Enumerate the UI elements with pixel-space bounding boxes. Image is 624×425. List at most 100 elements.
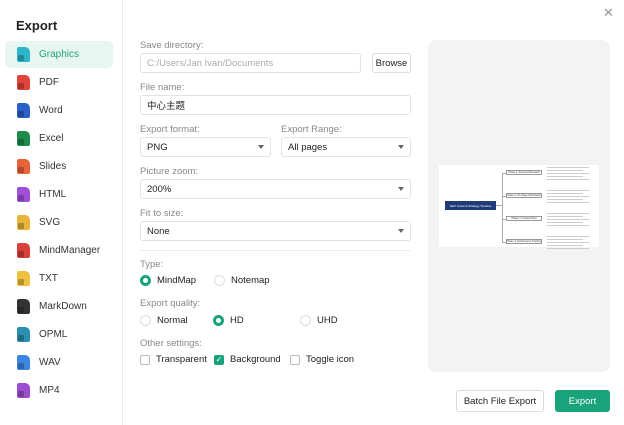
opml-file-icon: [17, 327, 30, 342]
quality-radio-normal[interactable]: Normal: [140, 315, 188, 326]
radio-icon: [300, 315, 311, 326]
radio-icon: [214, 275, 225, 286]
sidebar-item-word[interactable]: Word: [5, 97, 113, 124]
sidebar-item-slides[interactable]: Slides: [5, 153, 113, 180]
preview-detail-line: [547, 245, 583, 246]
sidebar-item-pdf[interactable]: PDF: [5, 69, 113, 96]
preview-phase-node: Phase 1: Keyword Research: [506, 170, 542, 175]
preview-phase-node: Phase 4: Performance Tracking: [506, 239, 542, 244]
sidebar-item-label: OPML: [39, 329, 68, 340]
preview-detail-line: [547, 248, 589, 249]
preview-detail-line: [547, 222, 583, 223]
pdf-file-icon: [17, 75, 30, 90]
sidebar-item-label: MindManager: [39, 245, 101, 256]
sidebar-item-graphics[interactable]: Graphics: [5, 41, 113, 68]
save-directory-label: Save directory:: [140, 40, 204, 51]
sidebar-item-mp4[interactable]: MP4: [5, 377, 113, 404]
sidebar-item-label: TXT: [39, 273, 58, 284]
picture-zoom-value: 200%: [147, 183, 172, 195]
preview-detail-line: [547, 196, 589, 197]
export-format-value: PNG: [147, 141, 168, 153]
sidebar-item-label: Graphics: [39, 49, 80, 60]
sidebar: Export Graphics PDF Word Excel Slides HTML SVG…: [0, 0, 123, 425]
sidebar-item-html[interactable]: HTML: [5, 181, 113, 208]
checkbox-icon: [140, 354, 150, 365]
preview-detail-line: [547, 242, 589, 243]
slides-file-icon: [17, 159, 30, 174]
preview-detail-line: [547, 179, 589, 180]
txt-file-icon: [17, 271, 30, 286]
preview-detail-line: [547, 199, 583, 200]
word-file-icon: [17, 103, 30, 118]
preview-detail-line: [547, 236, 589, 237]
sidebar-item-label: Excel: [39, 133, 64, 144]
preview-detail-line: [547, 176, 583, 177]
preview-detail-line: [547, 190, 589, 191]
preview-detail-line: [547, 216, 583, 217]
sidebar-item-label: Slides: [39, 161, 67, 172]
type-radio-mindmap[interactable]: MindMap: [140, 275, 196, 286]
mp4-file-icon: [17, 383, 30, 398]
radio-icon: [140, 275, 151, 286]
chevron-down-icon: [258, 145, 264, 149]
type-label: Type:: [140, 259, 164, 270]
divider: [140, 250, 411, 251]
sidebar-item-label: SVG: [39, 217, 61, 228]
fit-to-size-label: Fit to size:: [140, 208, 184, 219]
transparent-checkbox[interactable]: Transparent: [140, 354, 207, 365]
checkmark-icon: ✓: [214, 354, 224, 365]
close-button[interactable]: ✕: [603, 5, 614, 20]
export-range-label: Export Range:: [281, 124, 342, 135]
sidebar-item-txt[interactable]: TXT: [5, 265, 113, 292]
chevron-down-icon: [398, 145, 404, 149]
preview-detail-line: [547, 213, 589, 214]
background-checkbox[interactable]: ✓ Background: [214, 354, 281, 365]
sidebar-item-mindmanager[interactable]: MindManager: [5, 237, 113, 264]
chevron-down-icon: [398, 229, 404, 233]
radio-icon: [140, 315, 151, 326]
preview-detail-line: [547, 219, 589, 220]
sidebar-item-markdown[interactable]: MarkDown: [5, 293, 113, 320]
preview-detail-line: [547, 225, 589, 226]
excel-file-icon: [17, 131, 30, 146]
quality-radio-hd[interactable]: HD: [213, 315, 244, 326]
sidebar-item-label: HTML: [39, 189, 67, 200]
preview-detail-line: [547, 193, 583, 194]
svg-file-icon: [17, 215, 30, 230]
toggle-icon-checkbox[interactable]: Toggle icon: [290, 354, 354, 365]
sidebar-item-svg[interactable]: SVG: [5, 209, 113, 236]
checkbox-icon: [290, 354, 300, 365]
fit-to-size-select[interactable]: None: [140, 221, 411, 241]
sidebar-item-label: PDF: [39, 77, 59, 88]
export-button[interactable]: Export: [555, 390, 610, 412]
export-range-select[interactable]: All pages: [281, 137, 411, 157]
preview-detail-line: [547, 167, 589, 168]
export-format-label: Export format:: [140, 124, 200, 135]
dialog-title: Export: [16, 18, 58, 33]
mindmanager-file-icon: [17, 243, 30, 258]
sidebar-item-wav[interactable]: WAV: [5, 349, 113, 376]
preview-thumbnail: SEO Content Strategy Timeline Phase 1: K…: [439, 165, 599, 249]
preview-phase-node: Phase 3: Content Plan: [506, 216, 542, 221]
sidebar-item-opml[interactable]: OPML: [5, 321, 113, 348]
browse-button[interactable]: Browse: [372, 53, 411, 73]
export-range-value: All pages: [288, 141, 328, 153]
html-file-icon: [17, 187, 30, 202]
sidebar-item-excel[interactable]: Excel: [5, 125, 113, 152]
preview-detail-line: [547, 173, 589, 174]
markdown-file-icon: [17, 299, 30, 314]
batch-file-export-button[interactable]: Batch File Export: [456, 390, 544, 412]
sidebar-item-label: MarkDown: [39, 301, 87, 312]
chevron-down-icon: [398, 187, 404, 191]
image-file-icon: [17, 47, 30, 62]
sidebar-item-label: MP4: [39, 385, 60, 396]
sidebar-item-label: Word: [39, 105, 63, 116]
type-radio-notemap[interactable]: Notemap: [214, 275, 270, 286]
export-format-select[interactable]: PNG: [140, 137, 271, 157]
quality-radio-uhd[interactable]: UHD: [300, 315, 338, 326]
file-name-input[interactable]: 中心主题: [140, 95, 411, 115]
radio-icon: [213, 315, 224, 326]
sidebar-item-label: WAV: [39, 357, 61, 368]
save-directory-input[interactable]: C:/Users/Jan Ivan/Documents: [140, 53, 361, 73]
picture-zoom-select[interactable]: 200%: [140, 179, 411, 199]
